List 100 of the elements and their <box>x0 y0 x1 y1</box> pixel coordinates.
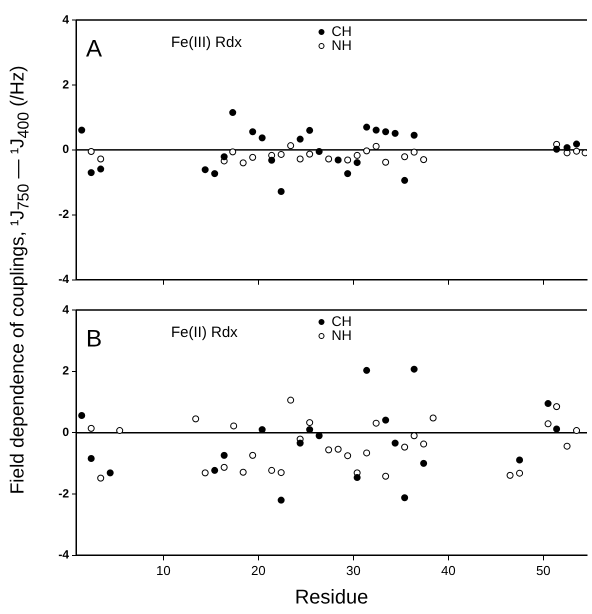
point <box>420 460 428 467</box>
point <box>296 136 304 143</box>
point <box>553 426 560 433</box>
point <box>296 440 304 447</box>
point <box>420 156 428 164</box>
point <box>410 432 418 440</box>
point <box>249 128 256 136</box>
point <box>392 440 399 447</box>
x-axis-title: Residue <box>294 586 368 609</box>
point <box>354 152 361 159</box>
x-tick-label: 40 <box>441 562 456 578</box>
point <box>354 159 361 166</box>
legend-label: NH <box>332 326 352 343</box>
point <box>553 146 560 153</box>
point <box>363 366 370 374</box>
point <box>278 150 285 158</box>
point <box>278 188 285 195</box>
point <box>306 419 314 426</box>
point <box>506 472 514 479</box>
point <box>220 464 228 471</box>
annotation: A <box>86 36 102 63</box>
point <box>382 416 390 424</box>
point <box>240 468 247 476</box>
point <box>97 166 104 173</box>
point <box>410 366 418 373</box>
point <box>211 170 218 178</box>
point <box>354 474 361 481</box>
point <box>401 176 408 184</box>
point <box>573 140 580 148</box>
point <box>410 148 418 156</box>
point <box>372 420 380 427</box>
y-tick-label: -2 <box>58 207 70 222</box>
point <box>306 126 314 134</box>
point <box>220 153 228 160</box>
point <box>268 466 276 474</box>
point <box>430 414 437 422</box>
x-tick-label: 30 <box>346 562 361 578</box>
y-tick-label: 0 <box>62 425 70 440</box>
point <box>372 126 380 134</box>
point <box>258 134 266 142</box>
point <box>78 412 86 420</box>
y-tick-label: -4 <box>58 548 70 562</box>
x-tick-label: 10 <box>156 562 171 578</box>
point <box>88 424 95 432</box>
point <box>240 159 247 166</box>
y-tick-label: -2 <box>58 486 70 500</box>
point <box>316 148 323 156</box>
point <box>363 124 370 131</box>
x-tick-label: 20 <box>251 562 266 578</box>
point <box>88 454 95 462</box>
point <box>401 494 408 502</box>
point <box>296 155 304 162</box>
point <box>192 415 200 422</box>
point <box>392 130 399 137</box>
annotation: B <box>86 326 102 353</box>
point <box>78 126 86 134</box>
point <box>382 472 390 480</box>
point <box>516 456 524 464</box>
point <box>220 452 228 459</box>
y-tick-label: 2 <box>62 77 70 92</box>
point <box>229 109 236 116</box>
point <box>106 469 114 476</box>
point <box>268 156 276 164</box>
point <box>249 452 256 459</box>
point <box>229 148 236 156</box>
point <box>88 148 95 156</box>
point <box>382 128 390 136</box>
point <box>306 150 314 158</box>
point <box>363 449 370 456</box>
y-tick-label: 4 <box>62 12 70 26</box>
point <box>401 444 408 451</box>
x-tick-label: 50 <box>536 562 551 578</box>
point <box>372 142 380 150</box>
y-tick-label: 4 <box>62 302 70 316</box>
point <box>516 470 524 477</box>
point <box>544 420 552 428</box>
legend-label: NH <box>332 36 352 53</box>
point <box>97 474 104 482</box>
point <box>553 403 560 410</box>
point <box>325 155 332 162</box>
point <box>344 452 352 460</box>
point <box>334 446 342 453</box>
y-tick-label: -4 <box>58 272 70 286</box>
point <box>573 427 580 434</box>
point <box>88 169 95 176</box>
point <box>325 446 332 454</box>
point <box>287 142 294 150</box>
point <box>382 158 390 166</box>
legend-label: CH <box>332 22 352 39</box>
point <box>573 148 580 155</box>
point <box>344 170 352 178</box>
point <box>334 156 342 164</box>
point <box>278 496 285 504</box>
point <box>344 156 352 164</box>
point <box>410 132 418 139</box>
point <box>278 469 285 476</box>
point <box>230 422 238 430</box>
point <box>211 466 218 474</box>
point <box>564 144 571 152</box>
point <box>249 154 256 161</box>
